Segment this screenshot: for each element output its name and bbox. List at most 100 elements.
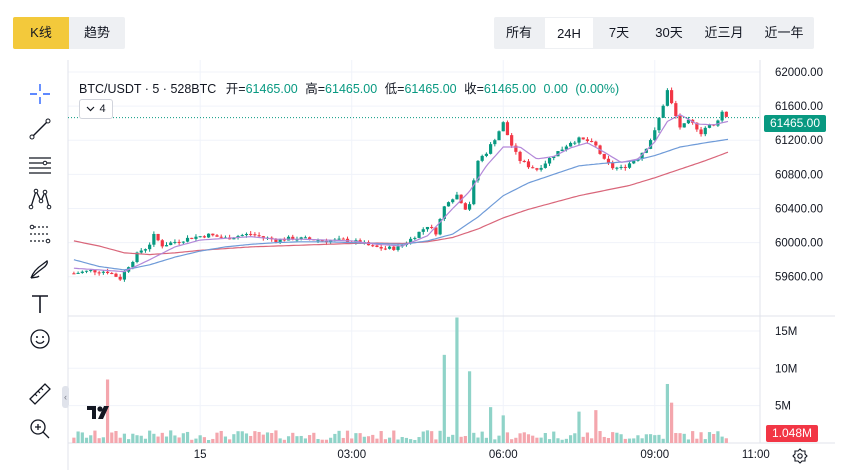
volume-bar xyxy=(215,432,219,443)
volume-bar xyxy=(560,439,564,443)
volume-bar xyxy=(648,434,653,443)
volume-bar xyxy=(623,438,627,443)
candle-body xyxy=(215,235,219,237)
candle-body xyxy=(143,249,148,251)
volume-bar xyxy=(505,432,510,443)
volume-bar xyxy=(640,438,644,443)
range-1y[interactable]: 近一年 xyxy=(764,25,804,40)
price-tick-label: 61200.00 xyxy=(775,135,823,147)
volume-bar xyxy=(670,402,674,443)
volume-bar xyxy=(619,434,623,443)
candle-body xyxy=(198,236,202,238)
volume-bar xyxy=(695,438,699,443)
volume-bar xyxy=(320,439,324,443)
candle-body xyxy=(379,246,383,249)
text-icon[interactable] xyxy=(26,290,54,318)
candle-body xyxy=(417,231,421,238)
volume-bar xyxy=(379,431,383,443)
range-24h[interactable]: 24H xyxy=(544,17,594,49)
volume-bar xyxy=(577,411,581,443)
symbol-label: BTC/USDT · 5 · 528BTC xyxy=(79,82,217,96)
candle-body xyxy=(430,226,434,228)
volume-bar xyxy=(611,432,615,443)
collapse-toolbar-handle[interactable]: ‹ xyxy=(62,386,69,408)
volume-bar xyxy=(387,437,392,443)
volume-tick-label: 5M xyxy=(775,401,791,413)
crosshair-icon[interactable] xyxy=(26,80,54,108)
candle-body xyxy=(472,180,476,205)
tab-kline[interactable]: K线 xyxy=(13,17,69,49)
volume-bar xyxy=(552,431,556,443)
candle-body xyxy=(177,241,181,243)
range-3m[interactable]: 近三月 xyxy=(704,25,744,40)
volume-bar xyxy=(177,437,181,443)
candle-body xyxy=(695,122,699,130)
candle-body xyxy=(202,236,206,238)
change-value: 0.00 xyxy=(543,82,568,96)
candle-body xyxy=(476,160,480,181)
brush-icon[interactable] xyxy=(26,255,54,283)
indicators-toggle[interactable]: 4 xyxy=(79,99,113,119)
volume-bar xyxy=(131,433,135,443)
volume-bar xyxy=(265,432,270,443)
high-label: 高= xyxy=(305,82,326,96)
volume-bar xyxy=(598,431,602,443)
candle-body xyxy=(409,238,413,244)
volume-bar xyxy=(438,430,442,443)
range-7d[interactable]: 7天 xyxy=(608,25,630,40)
tradingview-logo-icon xyxy=(87,406,109,419)
pattern-icon[interactable] xyxy=(26,185,54,213)
volume-bar xyxy=(480,431,484,443)
volume-bar xyxy=(345,430,350,443)
volume-bar xyxy=(463,436,467,443)
zoom-in-icon[interactable] xyxy=(26,415,54,443)
candle-body xyxy=(501,122,505,132)
volume-bar xyxy=(240,431,244,443)
candle-body xyxy=(640,152,644,159)
volume-bar xyxy=(173,435,177,443)
candle-body xyxy=(451,199,455,203)
candle-body xyxy=(261,236,265,238)
candle-body xyxy=(249,233,253,235)
candle-body xyxy=(564,146,568,150)
candle-body xyxy=(539,167,543,170)
price-tick-label: 60400.00 xyxy=(775,203,823,215)
horizontal-lines-icon[interactable] xyxy=(26,150,54,178)
volume-bar xyxy=(514,437,518,443)
volume-bar xyxy=(712,433,716,443)
candle-body xyxy=(724,111,728,117)
gear-icon[interactable] xyxy=(792,448,808,464)
volume-bar xyxy=(324,439,329,443)
candle-body xyxy=(543,163,547,168)
volume-bar xyxy=(152,433,156,443)
candle-body xyxy=(392,246,396,250)
candle-body xyxy=(211,233,215,236)
range-30d[interactable]: 30天 xyxy=(655,25,683,40)
open-value: 61465.00 xyxy=(245,82,298,96)
volume-bar xyxy=(686,439,691,443)
volume-bar xyxy=(282,439,286,443)
candle-body xyxy=(421,229,425,232)
trend-line-icon[interactable] xyxy=(26,115,54,143)
close-label: 收= xyxy=(464,82,484,96)
volume-bar xyxy=(303,438,308,443)
tab-trend[interactable]: 趋势 xyxy=(69,17,125,49)
candle-body xyxy=(232,237,236,240)
volume-bar xyxy=(556,438,560,443)
fib-icon[interactable] xyxy=(26,220,54,248)
time-tick-label: 11:00 xyxy=(742,449,770,461)
ruler-icon[interactable] xyxy=(26,380,54,408)
volume-bar xyxy=(257,431,261,443)
volume-bar xyxy=(653,435,657,443)
emoji-icon[interactable] xyxy=(26,325,54,353)
candle-body xyxy=(114,273,118,277)
candle-body xyxy=(577,137,581,143)
candle-body xyxy=(686,119,691,124)
range-all[interactable]: 所有 xyxy=(505,25,532,40)
volume-bar xyxy=(510,439,514,443)
volume-bar xyxy=(661,438,665,443)
volume-bar xyxy=(383,439,387,443)
candle-body xyxy=(89,270,93,272)
volume-bar xyxy=(232,434,236,443)
